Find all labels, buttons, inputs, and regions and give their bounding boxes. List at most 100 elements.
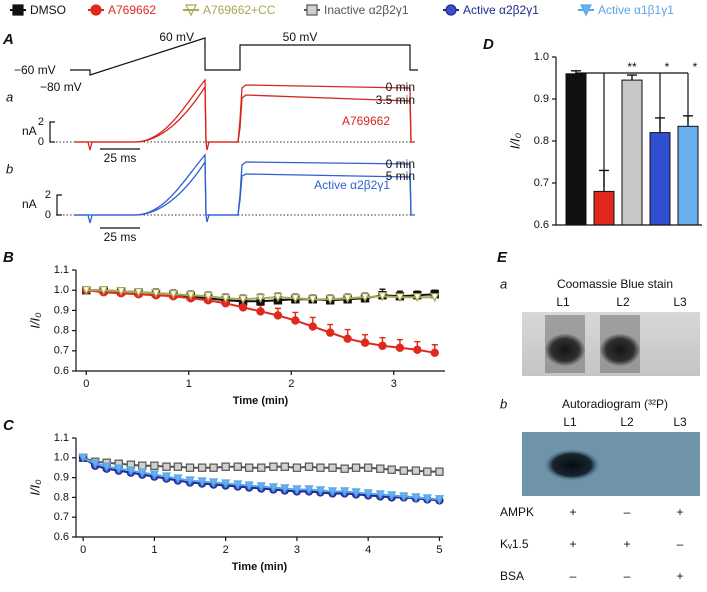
data-point xyxy=(273,293,283,303)
data-point xyxy=(395,293,405,303)
data-point xyxy=(161,472,172,482)
y-tick-label: 1.1 xyxy=(54,264,69,276)
x-tick-label: 1 xyxy=(186,378,192,390)
panel-a: A 60 mV 50 mV −60 mV −80 mV a 0 min 3.5 … xyxy=(2,30,418,244)
legend-label: Inactive α2β2γ1 xyxy=(324,3,409,17)
data-point xyxy=(308,295,318,305)
trace-name: A769662 xyxy=(342,114,390,128)
data-point xyxy=(233,480,243,490)
y-tick-label: 0.7 xyxy=(534,177,549,189)
gel-band xyxy=(544,449,600,481)
y-tick-label: 1.1 xyxy=(54,432,69,444)
scale-tick: 0 xyxy=(45,209,51,221)
data-point xyxy=(328,463,337,472)
data-point xyxy=(291,316,300,325)
legend-marker xyxy=(445,4,457,16)
data-point xyxy=(257,463,266,472)
data-point xyxy=(81,286,91,296)
data-point xyxy=(238,303,248,312)
scale-unit: nA xyxy=(22,197,37,211)
legend-label: A769662+CC xyxy=(203,3,276,17)
time-bar-label: 25 ms xyxy=(104,151,137,165)
x-tick-label: 5 xyxy=(436,544,442,556)
data-point xyxy=(102,462,112,472)
data-point xyxy=(363,463,373,472)
legend-label: DMSO xyxy=(30,3,66,17)
lane-label: L2 xyxy=(620,415,634,429)
data-point xyxy=(269,462,278,471)
data-point xyxy=(244,463,254,472)
data-point xyxy=(351,463,361,472)
data-point xyxy=(162,462,171,471)
legend-marker xyxy=(306,4,318,16)
y-tick-label: 0.9 xyxy=(54,304,69,316)
error-bar xyxy=(627,74,637,81)
data-point xyxy=(375,490,385,500)
scale-tick: 2 xyxy=(45,189,51,201)
data-point xyxy=(185,476,195,486)
row-cell: + xyxy=(676,505,683,519)
data-point xyxy=(255,294,266,304)
data-point xyxy=(116,287,126,297)
legend-label: Active α1β1γ1 xyxy=(598,3,674,17)
current-trace xyxy=(75,159,412,216)
data-point xyxy=(423,467,432,476)
gel-title: Autoradiogram (³²P) xyxy=(562,397,668,411)
data-point xyxy=(99,286,109,296)
lane-label: L3 xyxy=(673,415,687,429)
data-point xyxy=(412,293,422,303)
data-point xyxy=(316,463,325,472)
row-cell: + xyxy=(676,569,683,583)
data-point xyxy=(273,311,283,320)
panel-label: E xyxy=(497,249,508,266)
data-point xyxy=(203,292,213,302)
data-point xyxy=(78,453,88,463)
data-point xyxy=(422,494,432,504)
y-axis-label: I/I₀ xyxy=(27,312,42,329)
scale-bar xyxy=(56,194,62,216)
data-point xyxy=(360,293,370,303)
data-point xyxy=(325,295,335,305)
time-label: 3.5 min xyxy=(376,93,415,107)
protocol-label: 50 mV xyxy=(283,30,318,44)
data-point xyxy=(137,468,147,478)
data-point xyxy=(340,487,350,497)
data-point xyxy=(133,288,144,298)
voltage-protocol xyxy=(70,37,418,76)
data-point xyxy=(430,293,440,303)
bar xyxy=(593,190,615,226)
x-tick-label: 0 xyxy=(83,378,89,390)
data-point xyxy=(209,463,218,472)
data-point xyxy=(208,478,219,488)
scale-unit: nA xyxy=(22,124,37,138)
data-point xyxy=(186,291,196,301)
bar xyxy=(621,79,643,226)
y-tick-label: 0.6 xyxy=(54,531,69,543)
data-point xyxy=(343,294,353,304)
panel-label: A xyxy=(2,31,14,48)
data-point xyxy=(292,485,302,495)
data-point xyxy=(280,462,289,471)
x-tick-label: 2 xyxy=(223,544,229,556)
data-point xyxy=(399,492,409,502)
scale-tick: 0 xyxy=(38,136,44,148)
data-point xyxy=(378,341,387,350)
significance-label: ** xyxy=(627,60,637,74)
y-tick-label: 0.6 xyxy=(54,365,69,377)
y-tick-label: 0.6 xyxy=(534,219,549,231)
significance-label: * xyxy=(665,60,670,74)
x-tick-label: 3 xyxy=(391,378,397,390)
data-point xyxy=(233,462,242,471)
bar xyxy=(677,125,699,226)
y-tick-label: 0.8 xyxy=(534,135,549,147)
data-point xyxy=(434,495,445,505)
x-tick-label: 3 xyxy=(294,544,300,556)
data-point xyxy=(376,464,385,473)
scale-bar xyxy=(49,121,55,143)
data-point xyxy=(256,482,266,492)
legend-label: Active α2β2γ1 xyxy=(463,3,539,17)
row-label: BSA xyxy=(500,569,524,583)
time-label: 0 min xyxy=(386,80,415,94)
panel-label: B xyxy=(3,249,14,266)
